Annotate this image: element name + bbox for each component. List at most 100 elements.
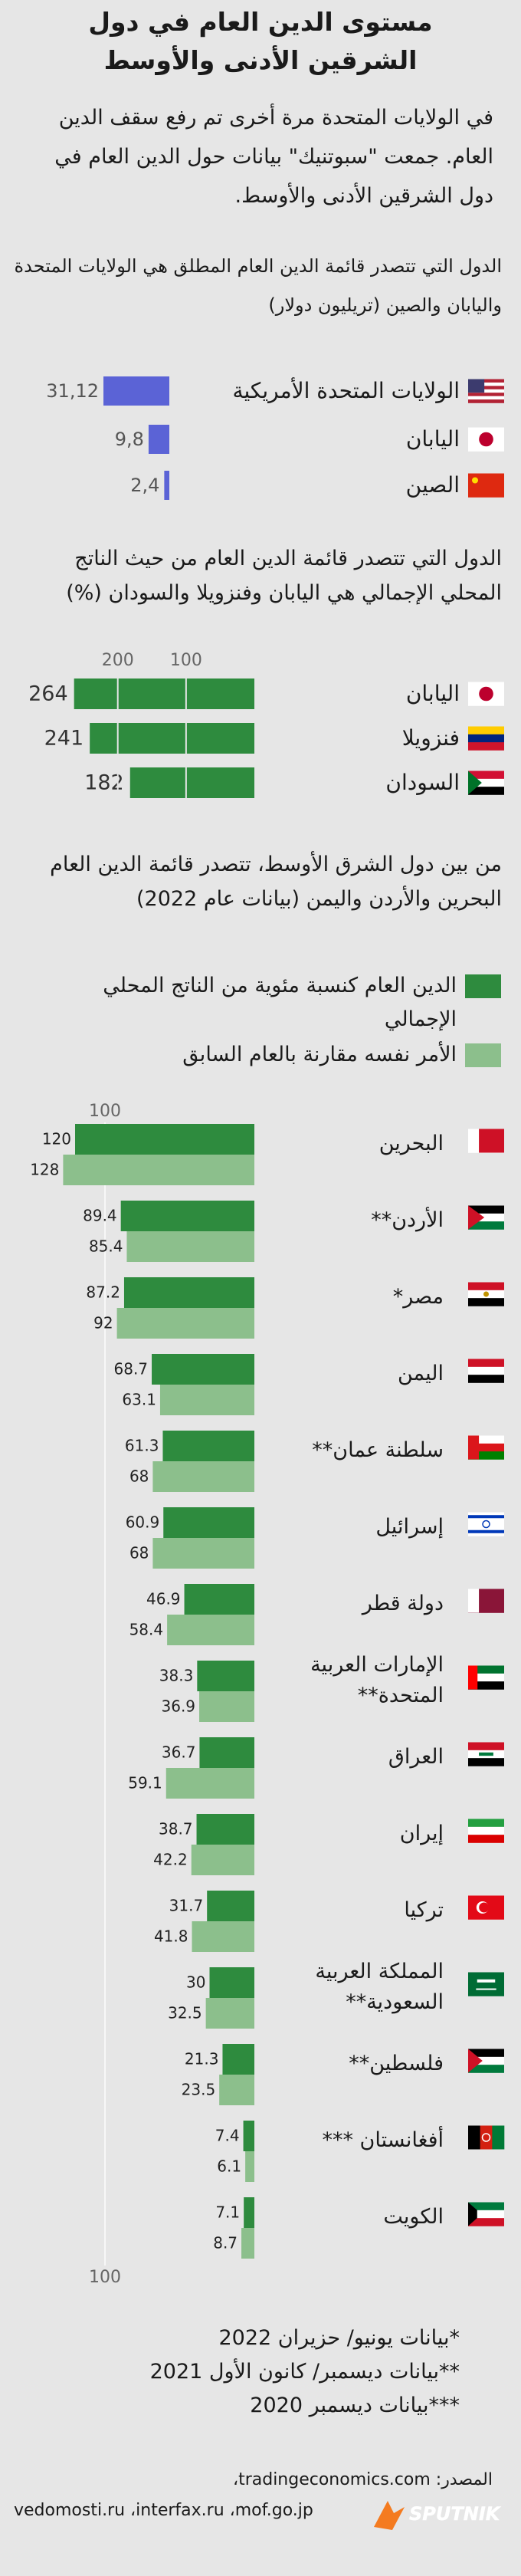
bar	[75, 1124, 254, 1155]
flag-emblem	[476, 1988, 496, 1990]
bar	[162, 1431, 254, 1461]
flag-stripe	[468, 1835, 504, 1843]
chart-subtitle: من بين دول الشرق الأوسط، تتصدر قائمة الد…	[50, 853, 502, 911]
flag-triangle	[468, 2049, 483, 2073]
flag-stripe	[468, 787, 504, 795]
bar	[197, 1661, 254, 1691]
flag-stripe	[468, 1366, 504, 1375]
category-label: فلسطين**	[349, 2052, 444, 2075]
flag-stripe	[468, 2202, 504, 2211]
x-tick-label: 100	[89, 2268, 121, 2287]
bar	[163, 1507, 254, 1538]
flag-stripe	[468, 382, 504, 386]
flag-stripe	[468, 734, 504, 743]
category-label: دولة قطر	[362, 1592, 444, 1615]
value-label: 87.2	[86, 1283, 120, 1302]
flag-stripe	[468, 399, 504, 403]
bar	[152, 1354, 254, 1385]
bar	[165, 1768, 254, 1799]
footnote: ***بيانات ديسمبر 2020	[250, 2394, 460, 2417]
x-tick-label: 100	[89, 1102, 121, 1121]
logo-mark	[374, 2501, 405, 2530]
flag-stripe	[468, 742, 504, 751]
value-label: 68	[129, 1544, 149, 1562]
category-label: السودان	[385, 770, 460, 795]
value-label: 92	[93, 1314, 113, 1332]
value-label: 31.7	[169, 1897, 204, 1915]
flag-stripe	[468, 2065, 504, 2073]
bar	[148, 425, 169, 454]
bar	[123, 1277, 254, 1308]
flag-band	[468, 1665, 478, 1690]
flag-stripe	[468, 1758, 504, 1766]
value-label: 41.8	[154, 1927, 188, 1946]
value-label: 6.1	[217, 2157, 241, 2176]
value-label: 36.9	[162, 1697, 196, 1716]
value-label: 36.7	[162, 1743, 196, 1762]
flag-stripe	[468, 2218, 504, 2226]
flag-stripe	[468, 2056, 504, 2065]
bar	[184, 1584, 254, 1615]
value-label: 128	[30, 1161, 59, 1179]
value-label: 23.5	[182, 2081, 216, 2099]
flag-stripe	[468, 2125, 480, 2150]
flag-stripe	[468, 1665, 504, 1674]
value-label: 120	[42, 1130, 71, 1148]
value-label: 38.3	[159, 1667, 194, 1685]
value-label: 85.4	[89, 1237, 123, 1256]
title: مستوى الدين العام في دول الشرقين الأدنى …	[88, 7, 433, 75]
category-label: إسرائيل	[375, 1515, 444, 1539]
flag-field	[479, 1129, 504, 1153]
bar	[199, 1691, 254, 1722]
value-label: 46.9	[146, 1590, 181, 1608]
flag-stripe	[468, 379, 504, 383]
value-label: 59.1	[128, 1774, 162, 1792]
flag-stripe	[468, 1282, 504, 1291]
flag-stripe	[468, 396, 504, 400]
bar	[209, 1967, 254, 1998]
flag-stripe	[468, 1213, 504, 1222]
flag-star	[472, 477, 478, 484]
value-label: 32.5	[168, 2004, 202, 2022]
bar	[164, 471, 169, 500]
value-label: 68	[129, 1467, 149, 1486]
flag-stripe	[468, 1221, 504, 1230]
chart-subtitle: الدول التي تتصدر قائمة الدين العام من حي…	[66, 547, 502, 605]
flag-trapezoid	[468, 2202, 477, 2226]
flag-triangle	[468, 1205, 485, 1230]
flag-stripe	[468, 1972, 504, 1996]
flag-disc	[479, 686, 493, 702]
bar	[103, 376, 169, 406]
category-label: اليابان	[406, 681, 460, 706]
flag-stripe	[468, 1435, 504, 1444]
chart-subtitle: الدول التي تتصدر قائمة الدين العام المطل…	[14, 255, 502, 316]
category-label: المملكة العربية السعودية**	[315, 1960, 444, 2014]
value-label: 58.4	[129, 1621, 164, 1639]
bar	[159, 1385, 254, 1415]
category-label: الأردن**	[371, 1208, 444, 1232]
bar	[116, 1308, 254, 1339]
value-label: 30	[186, 1973, 205, 1992]
legend-swatch	[465, 1043, 501, 1067]
flag-moon-cut	[479, 1902, 490, 1913]
bar	[196, 1814, 254, 1845]
flag-stripe	[468, 1826, 504, 1835]
value-label: 61.3	[125, 1437, 159, 1455]
category-label: الإمارات العربية المتحدة**	[310, 1653, 444, 1707]
value-label: 264	[28, 682, 68, 706]
flag-band	[468, 1530, 504, 1533]
bar	[90, 723, 254, 754]
bar	[243, 2121, 254, 2151]
flag-stripe	[468, 1673, 504, 1682]
category-label: الصين	[406, 472, 460, 498]
bar	[152, 1461, 254, 1492]
bar	[207, 1891, 254, 1921]
category-label: فنزويلا	[402, 725, 460, 751]
value-label: 2,4	[130, 475, 159, 496]
bar	[222, 2044, 254, 2075]
value-label: 42.2	[153, 1851, 188, 1869]
flag-emblem	[479, 1752, 493, 1756]
intro: في الولايات المتحدة مرة أخرى تم رفع سقف …	[54, 106, 493, 208]
bar	[192, 1921, 254, 1952]
